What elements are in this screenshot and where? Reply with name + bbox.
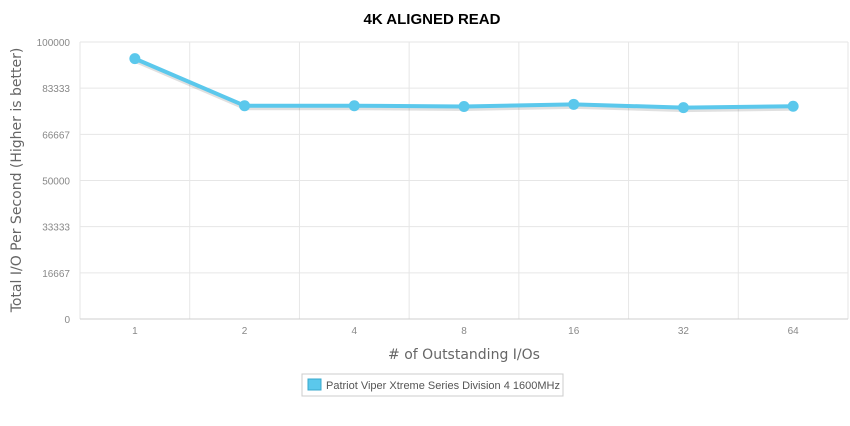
x-tick-label: 4	[352, 326, 358, 337]
x-tick-label: 8	[461, 326, 467, 337]
y-tick-label: 50000	[42, 177, 70, 188]
x-tick-label: 32	[678, 326, 690, 337]
y-axis-title: Total I/O Per Second (Higher is better)	[9, 48, 25, 314]
y-tick-label: 0	[64, 315, 70, 326]
legend-box	[301, 373, 564, 397]
x-axis-ticks: 1 2 4 8 16 32 64	[132, 326, 799, 337]
data-point[interactable]	[677, 102, 689, 114]
series-line	[134, 56, 794, 110]
data-point[interactable]	[787, 100, 799, 112]
chart-title: 4K ALIGNED READ	[364, 11, 501, 28]
data-point[interactable]	[239, 100, 251, 112]
y-tick-label: 33333	[42, 223, 70, 234]
x-tick-label: 64	[788, 326, 800, 337]
y-axis-ticks: 0 16667 33333 50000 66667 83333 100000	[37, 38, 71, 326]
y-tick-label: 100000	[37, 38, 71, 49]
data-point[interactable]	[568, 98, 580, 110]
legend-swatch	[307, 378, 322, 391]
legend[interactable]: Patriot Viper Xtreme Series Division 4 1…	[301, 373, 564, 397]
y-tick-label: 16667	[42, 269, 70, 280]
data-point[interactable]	[458, 101, 470, 113]
legend-label: Patriot Viper Xtreme Series Division 4 1…	[326, 380, 560, 392]
x-tick-label: 1	[132, 326, 138, 337]
y-tick-label: 66667	[42, 130, 70, 141]
data-point[interactable]	[348, 100, 360, 112]
x-tick-label: 2	[242, 326, 248, 337]
y-tick-label: 83333	[42, 84, 70, 95]
x-tick-label: 16	[568, 326, 580, 337]
x-axis-title: # of Outstanding I/Os	[388, 347, 540, 363]
series-layer	[129, 53, 799, 114]
data-point[interactable]	[129, 53, 141, 65]
